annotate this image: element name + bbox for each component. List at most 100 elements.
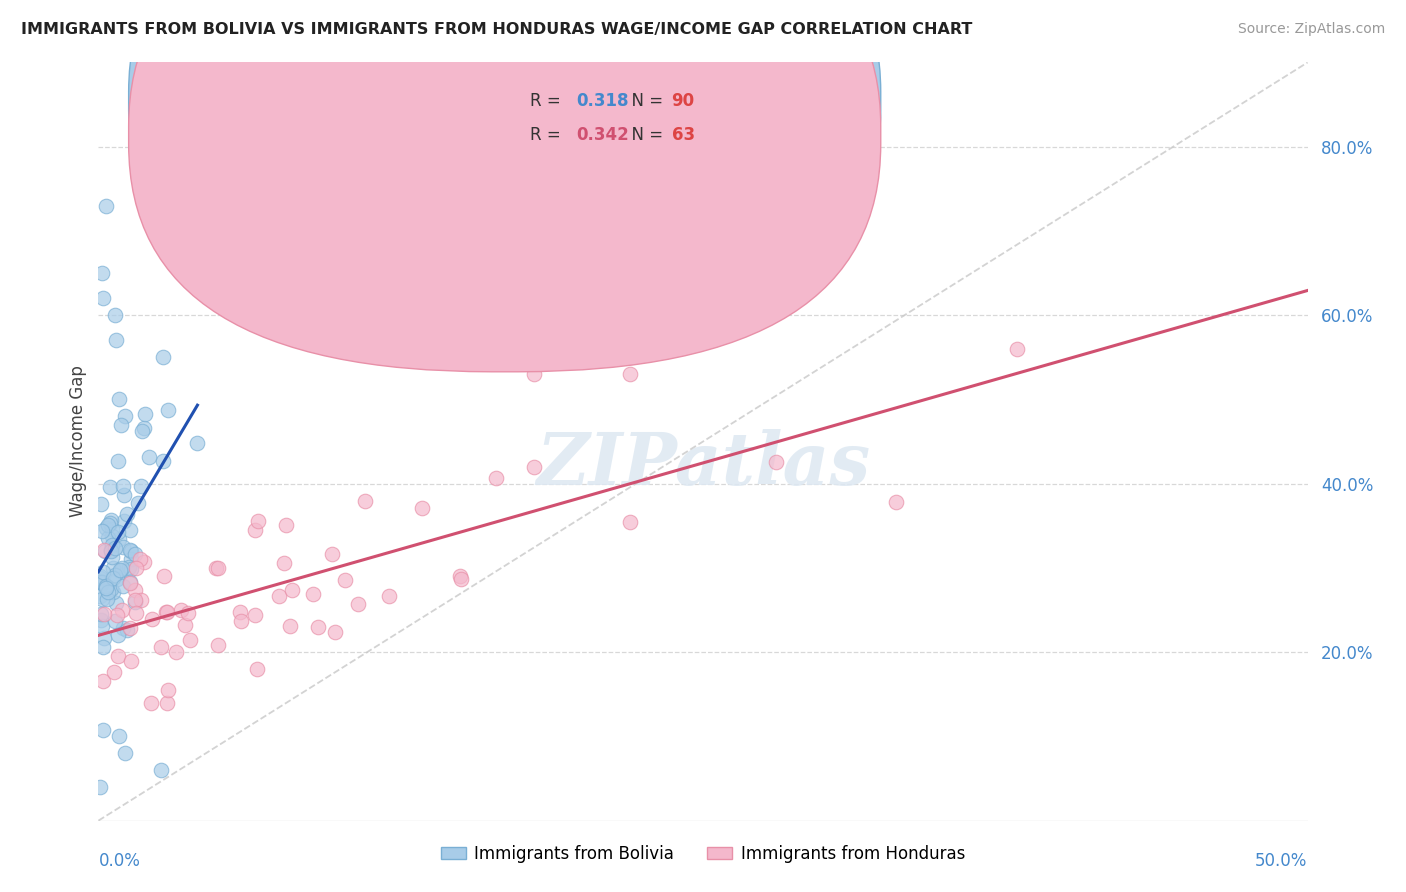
Point: [131, 425, 153, 439]
Point: [108, 392, 131, 407]
Point: [90, 613, 112, 627]
Point: [94, 521, 117, 535]
Point: [90, 607, 112, 621]
Point: [91, 640, 114, 655]
Point: [101, 571, 124, 585]
Point: [523, 460, 546, 475]
FancyBboxPatch shape: [129, 0, 880, 338]
Point: [93, 607, 115, 622]
Point: [229, 614, 252, 628]
Point: [101, 550, 124, 565]
Point: [411, 501, 433, 516]
Point: [165, 645, 187, 659]
Point: [111, 579, 134, 593]
Point: [152, 453, 174, 467]
Point: [141, 612, 163, 626]
Point: [124, 593, 146, 607]
Point: [112, 621, 135, 635]
Point: [93, 631, 115, 645]
Point: [100, 582, 122, 597]
Text: 90: 90: [672, 92, 695, 110]
Point: [101, 529, 124, 543]
Point: [104, 334, 127, 348]
Point: [110, 564, 132, 578]
Legend: Immigrants from Bolivia, Immigrants from Honduras: Immigrants from Bolivia, Immigrants from…: [434, 838, 972, 869]
Point: [91, 723, 114, 737]
Text: 50.0%: 50.0%: [1256, 852, 1308, 870]
Point: [98, 516, 121, 531]
Point: [323, 624, 346, 639]
Point: [333, 573, 356, 587]
Y-axis label: Wage/Income Gap: Wage/Income Gap: [69, 366, 87, 517]
Text: R =: R =: [530, 126, 567, 145]
Point: [94, 580, 117, 594]
Point: [94, 544, 117, 558]
Point: [112, 488, 135, 502]
Point: [100, 538, 122, 552]
Text: IMMIGRANTS FROM BOLIVIA VS IMMIGRANTS FROM HONDURAS WAGE/INCOME GAP CORRELATION : IMMIGRANTS FROM BOLIVIA VS IMMIGRANTS FR…: [21, 22, 973, 37]
Point: [229, 605, 252, 619]
Point: [129, 552, 152, 566]
Point: [354, 494, 377, 508]
Point: [89, 780, 111, 794]
Point: [104, 308, 127, 322]
Point: [138, 450, 160, 464]
Point: [157, 403, 180, 417]
Point: [91, 575, 114, 590]
Point: [1007, 342, 1029, 356]
Point: [89, 571, 111, 585]
Point: [97, 531, 120, 545]
Point: [243, 608, 266, 623]
Point: [93, 542, 115, 557]
Point: [377, 589, 399, 603]
Point: [111, 479, 134, 493]
Text: 0.318: 0.318: [576, 92, 628, 110]
Point: [105, 607, 128, 622]
Point: [485, 470, 508, 484]
Point: [619, 515, 641, 529]
Point: [104, 596, 127, 610]
Point: [94, 581, 117, 595]
Text: 63: 63: [672, 126, 695, 145]
Point: [129, 479, 152, 493]
Point: [149, 640, 172, 654]
Point: [120, 561, 142, 575]
Point: [100, 543, 122, 558]
Point: [110, 418, 132, 433]
Point: [89, 569, 111, 583]
Point: [247, 514, 270, 528]
Point: [89, 589, 111, 603]
Point: [204, 560, 226, 574]
Text: 0.0%: 0.0%: [98, 852, 141, 870]
Point: [111, 561, 134, 575]
Text: R =: R =: [530, 92, 567, 110]
Point: [108, 533, 131, 547]
Point: [91, 619, 114, 633]
Point: [114, 409, 136, 424]
Point: [93, 673, 115, 688]
Point: [152, 351, 174, 365]
Point: [269, 589, 291, 603]
Point: [129, 593, 152, 607]
Point: [91, 266, 114, 280]
Point: [118, 575, 141, 590]
Point: [177, 606, 200, 620]
Point: [321, 547, 343, 561]
FancyBboxPatch shape: [129, 0, 880, 372]
FancyBboxPatch shape: [467, 74, 703, 177]
Point: [449, 569, 471, 583]
Point: [90, 591, 112, 606]
Point: [118, 542, 141, 557]
Point: [114, 746, 136, 760]
Point: [91, 565, 114, 579]
Point: [100, 513, 122, 527]
Point: [619, 367, 641, 381]
Point: [150, 763, 173, 777]
Point: [134, 555, 156, 569]
Point: [127, 496, 149, 510]
Text: Source: ZipAtlas.com: Source: ZipAtlas.com: [1237, 22, 1385, 37]
Point: [111, 540, 134, 554]
Point: [157, 682, 180, 697]
Point: [134, 407, 156, 421]
Point: [125, 606, 148, 620]
